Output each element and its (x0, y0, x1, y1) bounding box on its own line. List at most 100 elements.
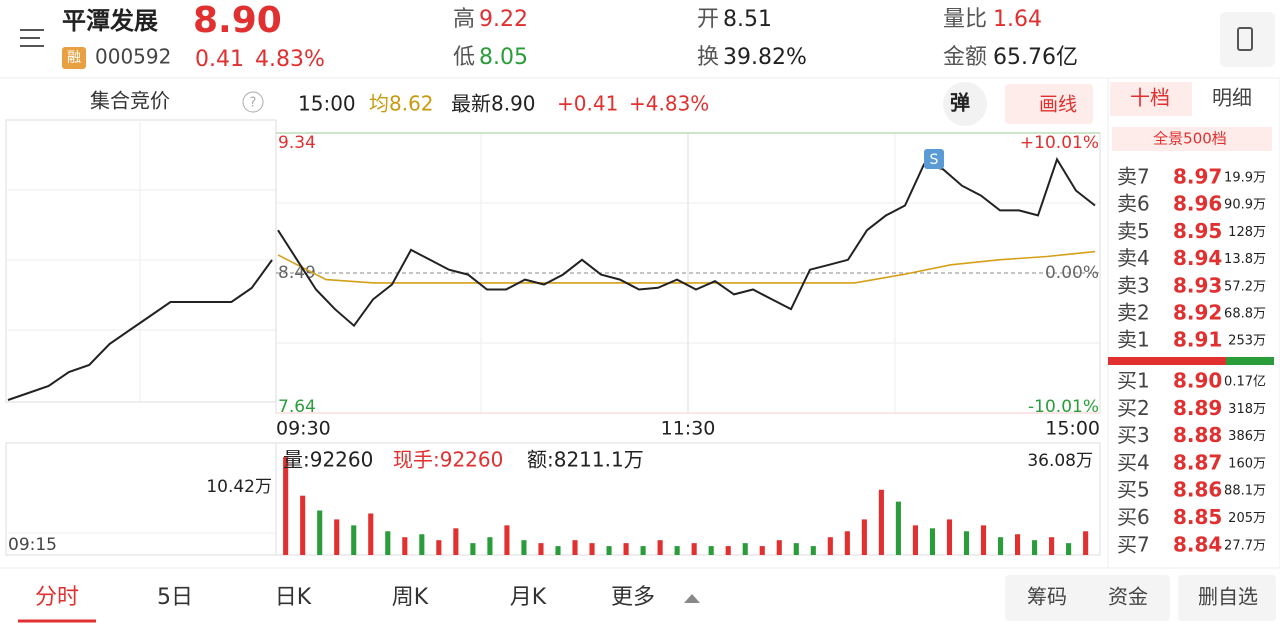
action-box[interactable] (1178, 575, 1276, 621)
label: 现手:92260 (393, 448, 503, 472)
label: 65.76亿 (993, 45, 1078, 70)
label: 15:00 (1045, 418, 1100, 440)
label: 低 (453, 45, 475, 70)
label: 8.90 (1173, 369, 1222, 393)
label: 68.8万 (1224, 307, 1266, 322)
label: 0.00% (1045, 263, 1099, 283)
volume-bar (725, 546, 731, 555)
tab[interactable]: 周K (392, 585, 429, 610)
action[interactable]: 资金 (1108, 585, 1148, 609)
label: 1.64 (993, 7, 1042, 32)
label: 15:00 (298, 92, 356, 116)
label: 0.41 (195, 47, 244, 72)
label: 集合竞价 (90, 89, 170, 113)
volume-bar (538, 543, 544, 555)
label: 卖5 (1117, 219, 1150, 243)
label: 画线 (1039, 94, 1077, 116)
volume-bar (861, 519, 867, 555)
label: 量:92260 (283, 448, 373, 472)
label: 8.84 (1173, 532, 1222, 556)
volume-bar (810, 546, 816, 555)
volume-bar (436, 540, 442, 555)
volume-bar (317, 510, 323, 555)
volume-bar (912, 525, 918, 555)
label: 十档 (1130, 86, 1170, 110)
volume-bar (521, 540, 527, 555)
action[interactable]: 筹码 (1027, 585, 1067, 609)
tab[interactable]: 日K (275, 585, 312, 610)
menu-icon[interactable] (20, 29, 44, 47)
label: 平潭发展 (62, 7, 158, 35)
help-icon[interactable] (242, 91, 264, 113)
tab[interactable]: 月K (510, 585, 547, 610)
volume-bar (606, 546, 612, 555)
label: 09:15 (8, 535, 57, 555)
volume-bar (946, 519, 953, 555)
volume-bar (1015, 534, 1021, 555)
label: 27.7万 (1224, 538, 1266, 553)
label: 均8.62 (369, 92, 434, 116)
draw-button[interactable] (1005, 84, 1093, 124)
book-bar-sell (1226, 357, 1274, 365)
tab-active[interactable] (1110, 82, 1192, 116)
label: +0.41 (557, 92, 618, 116)
label: 8.93 (1173, 273, 1222, 297)
label: 8.87 (1173, 450, 1222, 474)
label: 8.96 (1173, 192, 1222, 216)
label: 买4 (1117, 450, 1150, 474)
label: 88.1万 (1224, 484, 1266, 499)
more-arrow[interactable] (684, 594, 700, 603)
label: 253万 (1228, 334, 1266, 349)
label: 买2 (1117, 396, 1150, 420)
popup-button[interactable] (943, 82, 987, 126)
marker-bg (924, 149, 944, 169)
label: 8.91 (1173, 328, 1222, 352)
label: 39.82% (723, 45, 807, 70)
label: 买5 (1117, 478, 1150, 502)
volume-bar (555, 546, 561, 555)
label: 买3 (1117, 423, 1150, 447)
label: 8.94 (1173, 246, 1222, 270)
volume-bar (589, 543, 595, 555)
label: 8.95 (1173, 219, 1222, 243)
volume-bar (1066, 543, 1072, 555)
volume-bar (793, 543, 799, 555)
book-panel (1107, 77, 1280, 569)
label: 高 (453, 7, 475, 32)
volume-bar (759, 546, 765, 555)
auction-line (7, 259, 273, 401)
label: 融 (67, 50, 81, 66)
device-icon (1237, 27, 1253, 51)
volume-bar (623, 543, 629, 555)
auction-volume-frame (5, 442, 277, 556)
volume-bar (963, 531, 970, 555)
volume-bar (708, 546, 714, 555)
panorama-bg[interactable] (1112, 127, 1272, 151)
device-button[interactable] (1220, 12, 1275, 67)
tab[interactable]: 分时 (35, 585, 79, 610)
label: 全景500档 (1153, 130, 1227, 148)
label: 卖7 (1117, 165, 1150, 189)
label: 卖6 (1117, 192, 1150, 216)
volume-bar (385, 531, 391, 555)
label: S (930, 152, 939, 168)
label: 9.34 (278, 133, 316, 153)
label: 买1 (1117, 369, 1150, 393)
volume-bar (895, 501, 901, 555)
action[interactable]: 删自选 (1198, 585, 1258, 609)
tab[interactable]: 5日 (157, 585, 193, 610)
label: 开 (697, 7, 719, 32)
label: 19.9万 (1224, 171, 1266, 186)
price-line (277, 157, 1096, 328)
volume-bar (300, 495, 306, 555)
volume-bar (504, 525, 510, 555)
label: 8.90 (193, 0, 282, 41)
label: 4.83% (255, 47, 325, 72)
avg-line (277, 250, 1096, 284)
volume-bar (453, 528, 459, 555)
label: ? (250, 96, 257, 111)
label: 8.92 (1173, 301, 1222, 325)
action-group[interactable] (1005, 575, 1170, 621)
tab[interactable]: 更多 (611, 585, 655, 610)
